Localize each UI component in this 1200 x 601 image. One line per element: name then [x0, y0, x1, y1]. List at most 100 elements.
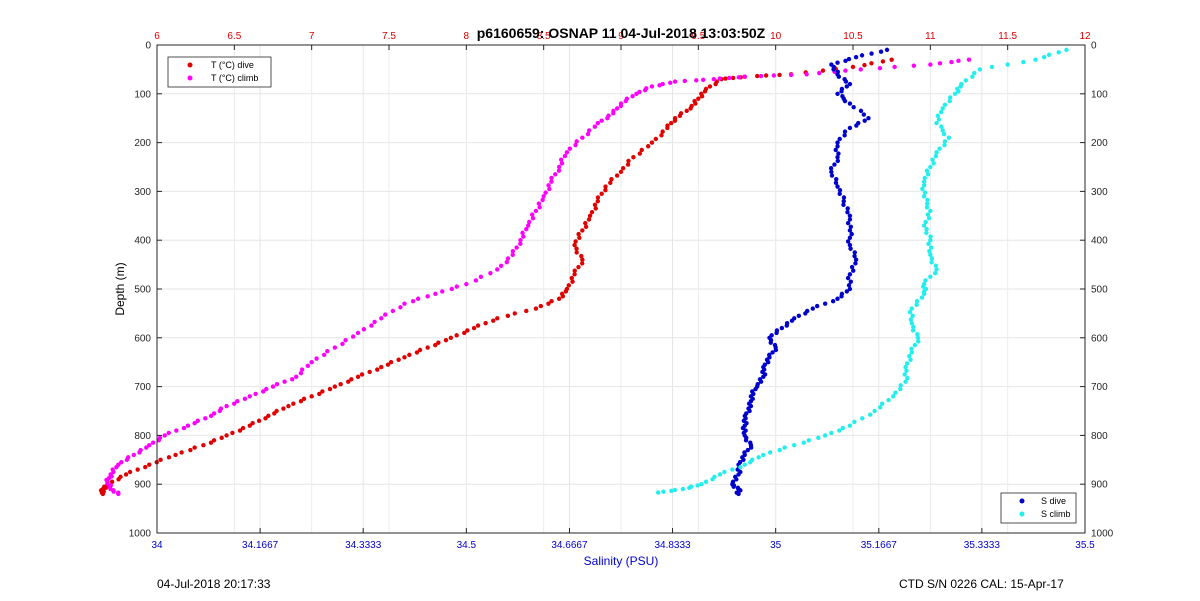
data-point — [929, 259, 934, 265]
data-point — [237, 428, 243, 433]
data-point — [928, 62, 933, 67]
legend-label-t-dive: T (°C) dive — [211, 60, 254, 70]
tick-label-salinity: 34.1667 — [242, 540, 279, 551]
data-point — [625, 162, 631, 167]
data-point — [796, 313, 802, 319]
data-point — [1041, 55, 1047, 60]
data-point — [309, 360, 314, 365]
data-point — [672, 487, 678, 493]
data-point — [346, 379, 351, 384]
data-point — [922, 175, 927, 181]
data-point — [340, 341, 345, 347]
tick-label-depth-right: 700 — [1091, 382, 1108, 393]
data-point — [537, 205, 542, 210]
data-point — [396, 357, 401, 362]
data-point — [495, 267, 500, 272]
data-point — [626, 158, 631, 164]
tick-label-temperature: 9 — [618, 31, 624, 42]
data-point — [488, 270, 493, 276]
data-point — [547, 186, 552, 192]
data-point — [217, 408, 222, 414]
data-point — [989, 64, 995, 70]
tick-label-temperature: 10 — [770, 31, 782, 42]
data-point — [564, 150, 570, 155]
data-point — [845, 206, 850, 211]
footer-timestamp: 04-Jul-2018 20:17:33 — [157, 577, 271, 591]
data-point — [921, 291, 927, 297]
tick-label-temperature: 10.5 — [843, 31, 863, 42]
data-point — [247, 423, 252, 428]
data-point — [549, 179, 554, 184]
data-point — [541, 194, 546, 199]
data-point — [829, 169, 834, 175]
data-point — [847, 228, 853, 233]
data-point — [878, 49, 884, 54]
data-point — [727, 75, 732, 81]
data-point — [659, 133, 664, 138]
data-point — [928, 274, 933, 279]
data-point — [642, 87, 648, 93]
data-point — [587, 213, 593, 218]
data-point — [833, 147, 838, 153]
data-point — [934, 120, 939, 126]
data-point — [185, 423, 191, 428]
data-point — [556, 168, 562, 173]
data-point — [620, 166, 626, 171]
data-point — [847, 125, 853, 131]
data-point — [908, 357, 913, 362]
data-point — [603, 184, 608, 189]
data-point — [803, 311, 808, 316]
data-point — [784, 323, 789, 328]
data-point — [877, 65, 883, 71]
data-point — [433, 342, 438, 348]
data-point — [131, 452, 136, 458]
data-point — [540, 197, 545, 203]
data-point — [859, 53, 865, 58]
tick-label-depth-left: 900 — [134, 480, 151, 491]
tick-label-depth-left: 200 — [134, 138, 151, 149]
data-point — [524, 227, 529, 232]
data-point — [298, 399, 304, 404]
data-point — [926, 216, 932, 221]
data-point — [144, 445, 149, 450]
data-point — [645, 144, 651, 149]
data-point — [743, 438, 749, 443]
data-point — [717, 472, 723, 477]
data-point — [723, 76, 728, 81]
chart-title: p6160659: OSNAP 11 04-Jul-2018 13:03:50Z — [477, 25, 766, 41]
data-point — [789, 318, 795, 323]
data-point — [573, 239, 578, 244]
data-point — [742, 74, 747, 79]
data-point — [549, 175, 554, 181]
data-point — [687, 485, 692, 491]
data-point — [349, 377, 354, 382]
data-point — [1046, 52, 1052, 57]
data-point — [556, 296, 562, 301]
data-point — [367, 369, 372, 375]
data-point — [935, 113, 941, 118]
tick-label-depth-right: 800 — [1091, 431, 1108, 442]
data-point — [942, 102, 948, 107]
data-point — [224, 433, 229, 438]
data-point — [530, 216, 536, 221]
data-point — [653, 136, 658, 142]
data-point — [415, 296, 421, 301]
data-point — [860, 416, 865, 421]
data-point — [755, 73, 760, 79]
data-point — [853, 55, 859, 60]
data-point — [623, 98, 628, 104]
data-point — [907, 309, 913, 315]
data-point — [848, 279, 854, 284]
data-point — [580, 261, 585, 266]
data-point — [847, 101, 853, 106]
tick-label-depth-left: 700 — [134, 382, 151, 393]
data-point — [907, 353, 912, 359]
data-point — [858, 108, 864, 114]
data-point — [736, 472, 741, 477]
data-point — [263, 416, 268, 421]
data-point — [301, 396, 307, 401]
data-point — [707, 84, 713, 89]
data-point — [835, 184, 840, 189]
data-point — [922, 190, 928, 195]
data-point — [538, 303, 544, 309]
